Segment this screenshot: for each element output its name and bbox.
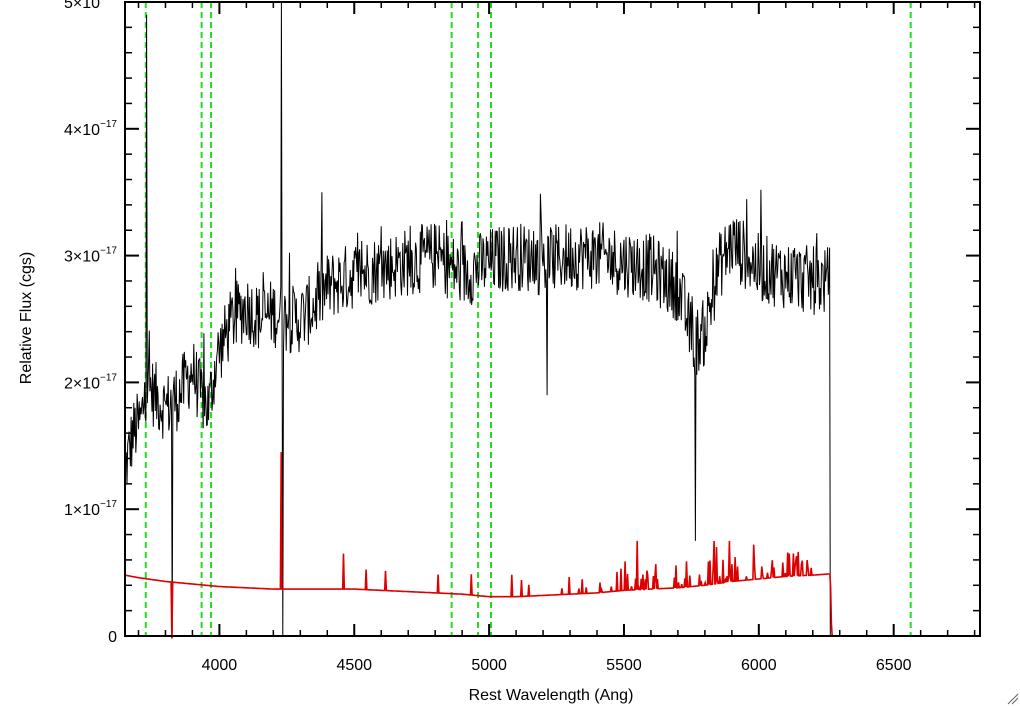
x-axis: 4000 4500 5000 5500 6000 6500 xyxy=(137,2,976,674)
series-red-line xyxy=(124,452,980,639)
y-tick-label: 2×10−17 xyxy=(64,372,117,392)
reference-lines-group xyxy=(144,2,912,636)
y-tick-label: 3×10−17 xyxy=(64,246,117,266)
plot-frame xyxy=(124,1,981,637)
x-tick-label: 5000 xyxy=(471,657,507,674)
x-tick-label: 4000 xyxy=(202,657,238,674)
y-tick-label: 0 xyxy=(108,629,117,646)
resize-grip-icon[interactable] xyxy=(1007,693,1019,705)
y-tick-label: 4×10−17 xyxy=(64,119,117,139)
y-tick-label: 5×10−17 xyxy=(64,0,117,12)
x-axis-label: Rest Wavelength (Ang) xyxy=(469,687,634,704)
x-tick-label: 5500 xyxy=(606,657,642,674)
y-tick-label: 1×10−17 xyxy=(64,499,117,519)
y-axis: 0 1×10−17 2×10−17 3×10−17 4×10−17 5×10−17 xyxy=(64,0,980,646)
x-tick-label: 4500 xyxy=(336,657,372,674)
series-group xyxy=(124,1,980,639)
x-tick-label: 6500 xyxy=(876,657,912,674)
x-tick-label: 6000 xyxy=(741,657,777,674)
y-axis-label: Relative Flux (cgs) xyxy=(18,252,35,384)
series-black-line xyxy=(124,1,831,637)
